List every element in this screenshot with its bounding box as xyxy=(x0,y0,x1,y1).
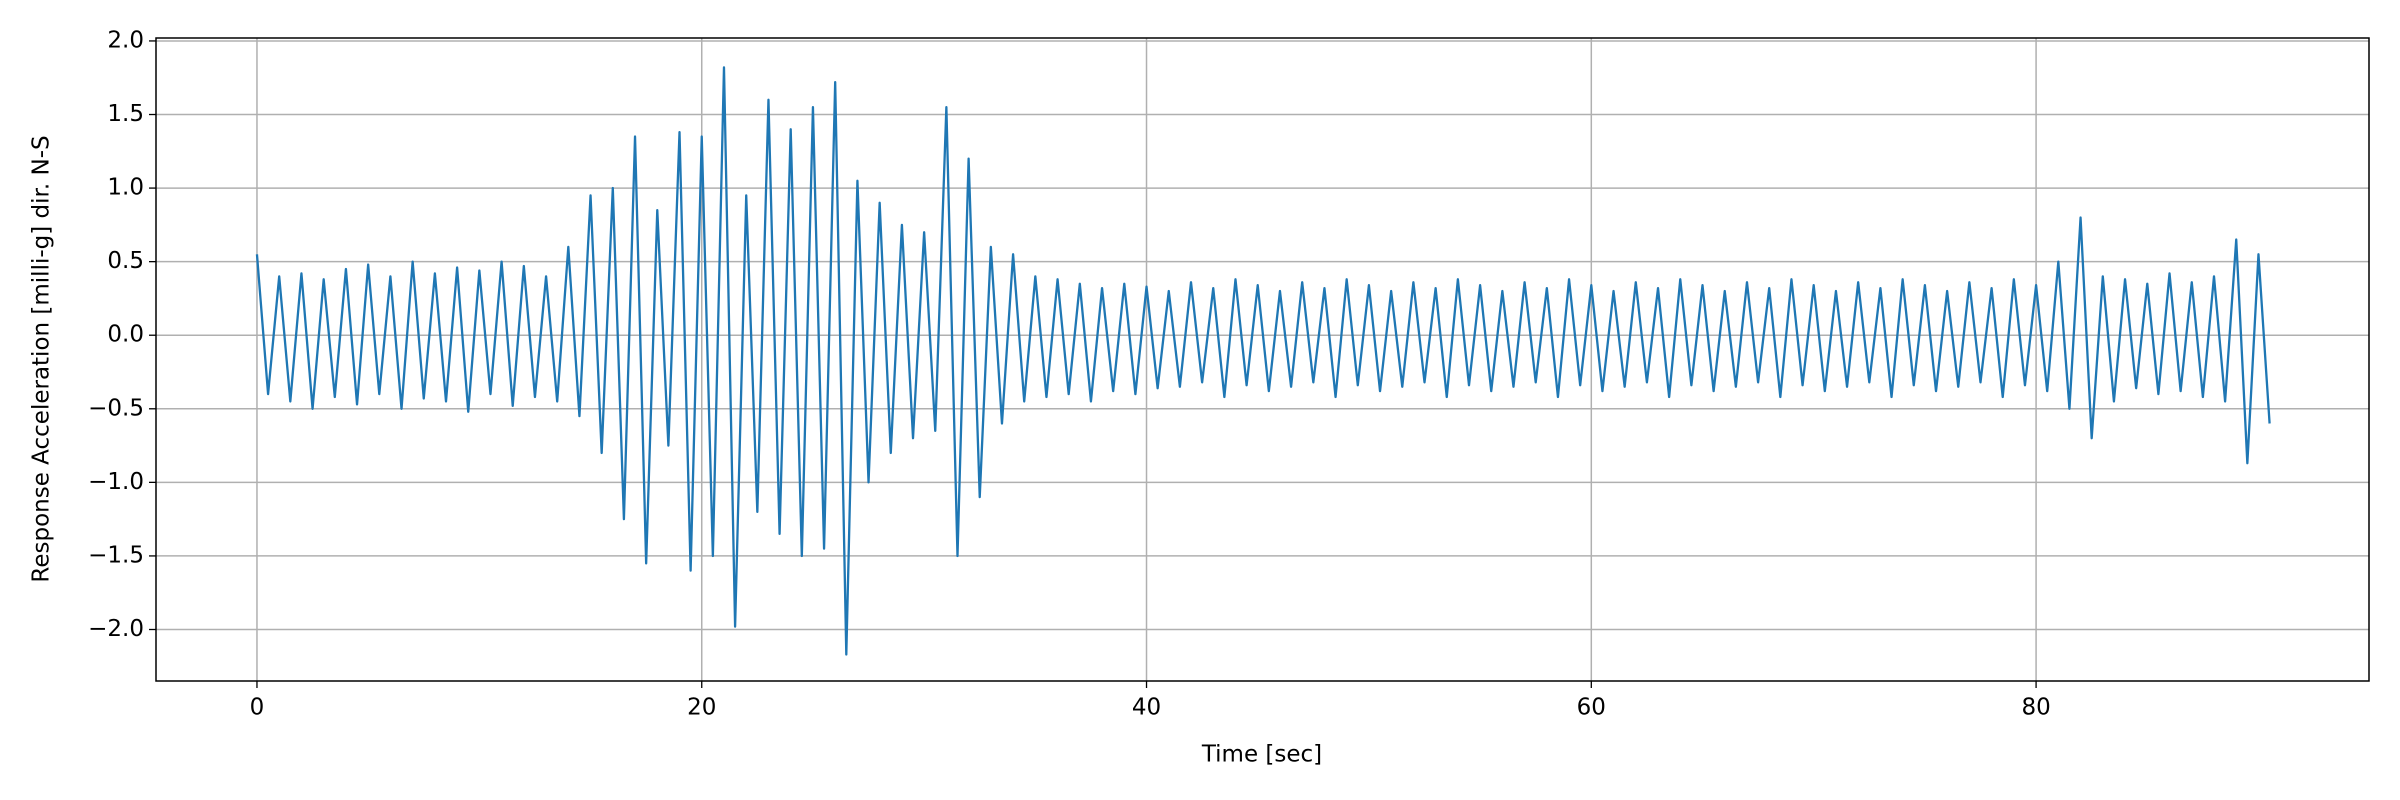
y-tick-label: 1.5 xyxy=(107,101,144,127)
y-axis-label: Response Acceleration [milli-g] dir. N-S xyxy=(29,135,55,582)
y-tick-label: 0.5 xyxy=(107,248,144,274)
x-tick-label: 0 xyxy=(250,695,265,721)
x-tick-label: 20 xyxy=(687,695,716,721)
x-tick-label: 40 xyxy=(1132,695,1161,721)
y-tick-label: 2.0 xyxy=(107,27,144,53)
data-line xyxy=(255,66,2271,656)
x-tick-label: 80 xyxy=(2021,695,2050,721)
y-tick-label: −1.0 xyxy=(88,469,144,495)
y-tick-label: −1.5 xyxy=(88,542,144,568)
y-tick-label: 1.0 xyxy=(107,175,144,201)
y-tick-label: −2.0 xyxy=(88,616,144,642)
y-tick-label: −0.5 xyxy=(88,395,144,421)
x-axis-label: Time [sec] xyxy=(1201,742,1322,768)
x-tick-label: 60 xyxy=(1577,695,1606,721)
plot-frame xyxy=(155,37,2370,682)
y-tick-label: 0.0 xyxy=(107,322,144,348)
